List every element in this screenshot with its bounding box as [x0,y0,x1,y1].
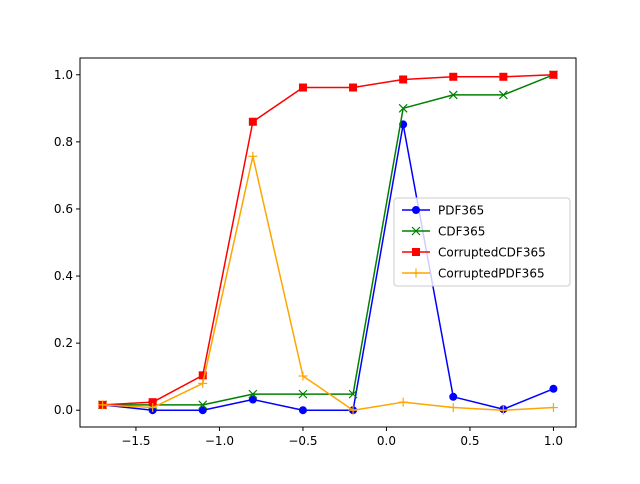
data-point [198,400,208,410]
y-tick-label: 0.8 [54,135,73,149]
data-point [449,72,458,81]
series-corruptedpdf365 [98,151,558,415]
data-point [248,395,257,404]
y-tick-label: 0.6 [54,202,73,216]
data-point [349,83,358,92]
x-tick-label: −1.0 [205,434,234,448]
legend-item: PDF365 [402,204,484,218]
legend-marker [412,206,420,214]
data-point [549,70,558,79]
legend-item: CorruptedCDF365 [402,246,546,260]
legend-marker [411,268,421,278]
x-tick-label: 0.5 [460,434,479,448]
data-point [248,151,258,161]
data-point [298,389,308,399]
x-tick-label: −0.5 [288,434,317,448]
data-point [399,75,408,84]
data-point [498,405,508,415]
data-point [298,406,307,415]
data-point [148,403,158,413]
data-point [398,397,408,407]
legend-item: CorruptedPDF365 [402,267,545,281]
y-tick-label: 0.2 [54,336,73,350]
legend: PDF365 CDF365 CorruptedCDF365 CorruptedPDF3… [393,197,571,287]
data-point [548,403,558,413]
axes-frame [79,57,577,428]
legend-label: CorruptedPDF365 [438,267,545,281]
series-line [102,155,554,411]
y-axis: 0.0 0.2 0.4 0.6 0.8 1.0 [54,68,80,417]
data-point [248,117,257,126]
series-layer [98,70,558,415]
legend-label: CDF365 [438,225,485,239]
data-point [198,378,208,388]
x-tick-label: 0.0 [377,434,396,448]
data-point [248,389,258,399]
data-point [448,403,458,413]
data-point [298,371,308,381]
series-line [102,74,554,406]
data-point [448,90,458,100]
data-point [498,90,508,100]
data-point [298,83,307,92]
data-point [449,392,458,401]
x-tick-label: −1.5 [121,434,150,448]
data-point [549,384,558,393]
data-point [148,398,157,407]
x-tick-label: 1.0 [544,434,563,448]
legend-marker [412,248,420,256]
legend-marker [411,226,421,236]
y-tick-label: 0.0 [54,403,73,417]
legend-label: PDF365 [438,204,484,218]
x-axis: −1.5 −1.0 −0.5 0.0 0.5 1.0 [121,427,563,448]
data-point [198,371,207,380]
legend-item: CDF365 [402,225,485,239]
y-tick-label: 0.4 [54,269,73,283]
data-point [398,103,408,113]
data-point [499,72,508,81]
data-point [198,406,207,415]
data-point [98,400,108,410]
data-point [348,389,358,399]
legend-label: CorruptedCDF365 [438,246,546,260]
y-tick-label: 1.0 [54,68,73,82]
series-line [102,74,554,406]
series-line [102,123,554,411]
data-point [348,405,358,415]
legend-box [393,197,571,287]
